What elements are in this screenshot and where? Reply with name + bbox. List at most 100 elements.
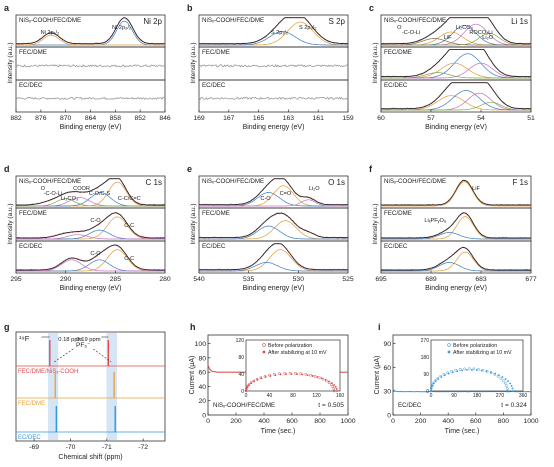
nyquist-point-after — [480, 369, 483, 372]
peak-annotation: Li₂O — [309, 186, 321, 192]
x-tick-label: 51 — [527, 115, 535, 122]
panel-letter: h — [190, 322, 196, 332]
nyquist-point-after — [290, 373, 293, 375]
series-line-comp — [381, 262, 531, 272]
inset-x-tick-label: 360 — [519, 393, 528, 399]
nyquist-point-before — [472, 367, 476, 371]
peak-annotation: LiF — [472, 186, 480, 192]
peak-annotation: ROCO₂Li — [469, 30, 492, 36]
highlight-band — [47, 333, 59, 440]
series-line-fit — [199, 178, 348, 206]
subplot-frame — [15, 240, 166, 274]
x-tick-label: -72 — [138, 444, 148, 451]
series-line-comp — [381, 181, 531, 207]
nyquist-point-after — [311, 375, 314, 377]
x-tick-label: 846 — [159, 115, 171, 122]
legend-marker — [262, 343, 266, 347]
series-line-fit — [381, 17, 531, 45]
peak-annotation: LiF — [444, 35, 452, 41]
subplot-label: NiSₓ-COOH/FEC/DME — [19, 17, 81, 24]
series-line-fit — [16, 17, 165, 45]
peak-annotation: C-C — [124, 256, 134, 262]
nyquist-point-after — [430, 390, 432, 392]
nyquist-point-after — [494, 372, 497, 375]
nyquist-point-before — [463, 367, 467, 371]
x-axis-label: Binding energy (eV) — [60, 285, 122, 292]
nyquist-point-after — [296, 373, 298, 376]
nyquist-point-after — [260, 377, 263, 380]
x-tick-label: 400 — [258, 418, 270, 425]
nyquist-point-after — [245, 388, 248, 390]
peak-assignment-label: PF₆⁻ — [76, 342, 91, 349]
y-axis-label: Intensity (a.u.) — [372, 203, 379, 244]
x-tick-label: 530 — [293, 276, 305, 283]
x-tick-label: 540 — [193, 276, 205, 283]
y-tick-label: 60 — [383, 365, 391, 372]
trace-label: FEC/DME/NiSₓ-COOH — [18, 369, 78, 375]
series-line-comp — [199, 249, 348, 272]
legend-label: After stabilizing at 10 mV — [453, 350, 512, 356]
nyquist-point-before — [309, 373, 312, 377]
series-line-noise — [15, 64, 165, 68]
nyquist-point-after — [334, 386, 337, 388]
nyquist-point-after — [431, 385, 434, 387]
x-tick-label: 689 — [425, 276, 437, 283]
nyquist-point-after — [432, 382, 435, 385]
subplot-label: FEC/DME — [19, 49, 47, 56]
subplot-label: EC/DEC — [384, 82, 408, 89]
chart-panel-f: f NiSₓ-COOH/FEC/DME F 1s LiF FEC/DME LiₓPFᵧOᵤ… — [369, 164, 537, 292]
subplot-frame — [198, 79, 349, 113]
inset-y-tick-label: 80 — [238, 355, 244, 361]
inset-x-tick-label: 80 — [290, 393, 296, 399]
chart-panel-c: c NiSₓ-COOH/FEC/DME Li 1s O-C-O-Li LiF Li₂CO₃… — [369, 3, 535, 131]
chart-panel-g: g FEC/DME/NiSₓ-COOH FEC/DME EC/DEC ¹⁹F 0.18 p… — [4, 322, 166, 461]
x-tick-label: 280 — [159, 276, 171, 283]
nyquist-point-after — [434, 380, 437, 383]
nyquist-point-before — [429, 386, 433, 390]
legend-label: Before polarization — [453, 343, 497, 349]
nyquist-point-before — [294, 371, 297, 375]
x-tick-label: 200 — [230, 418, 242, 425]
nyquist-point-after — [269, 375, 272, 377]
subplot-label: EC/DEC — [202, 243, 226, 250]
legend-label: After stabilizing at 10 mV — [268, 350, 327, 356]
x-axis-label: Binding energy (eV) — [425, 285, 487, 292]
peak-annotation: C=O — [280, 191, 292, 197]
peak-annotation: Ni 2p₁/₂ — [41, 30, 60, 36]
peak-annotation: S 2p₁/₂ — [271, 30, 288, 36]
series-line-comp — [199, 220, 348, 240]
sample-label: EC/DEC — [398, 402, 422, 409]
shift-label: 0.18 ppm — [58, 337, 82, 343]
series-line-comp — [199, 262, 348, 272]
panel-letter: e — [187, 164, 192, 174]
y-axis-label: Intensity (a.u.) — [190, 203, 197, 244]
nyquist-point-before — [446, 371, 449, 375]
nyquist-point-after — [511, 390, 514, 392]
panel-letter: a — [4, 3, 10, 13]
x-axis-label: Chemical shift (ppm) — [58, 454, 122, 461]
y-tick-label: 100 — [195, 341, 207, 348]
nyquist-point-after — [511, 387, 514, 390]
subplot-label: FEC/DME — [384, 210, 412, 217]
nyquist-point-after — [485, 370, 488, 373]
nyquist-point-after — [498, 374, 500, 377]
y-axis-label: Intensity (a.u.) — [7, 42, 14, 83]
inset-y-tick-label: 0 — [426, 389, 429, 395]
panel-letter: c — [369, 3, 374, 13]
y-tick-label: 40 — [198, 384, 206, 391]
subplot-label: FEC/DME — [202, 49, 230, 56]
series-line-comp — [381, 101, 531, 111]
series-line-fit — [199, 17, 349, 45]
inset-nyquist: 0 40 80 120 160 0 40 80 120 Before polarizationAf… — [236, 338, 345, 399]
x-tick-label: 600 — [470, 418, 482, 425]
x-tick-label: 864 — [85, 115, 97, 122]
peak-annotation: Li₂CO₃ — [61, 196, 78, 202]
x-tick-label: -69 — [29, 444, 39, 451]
inset-x-tick-label: 0 — [430, 393, 433, 399]
x-tick-label: 870 — [60, 115, 72, 122]
plot-frame — [207, 334, 349, 416]
nyquist-point-before — [321, 377, 325, 381]
transference-value: = 0.324 — [505, 402, 527, 409]
peak-annotation: C-O — [260, 196, 271, 202]
x-tick-label: -71 — [102, 444, 112, 451]
